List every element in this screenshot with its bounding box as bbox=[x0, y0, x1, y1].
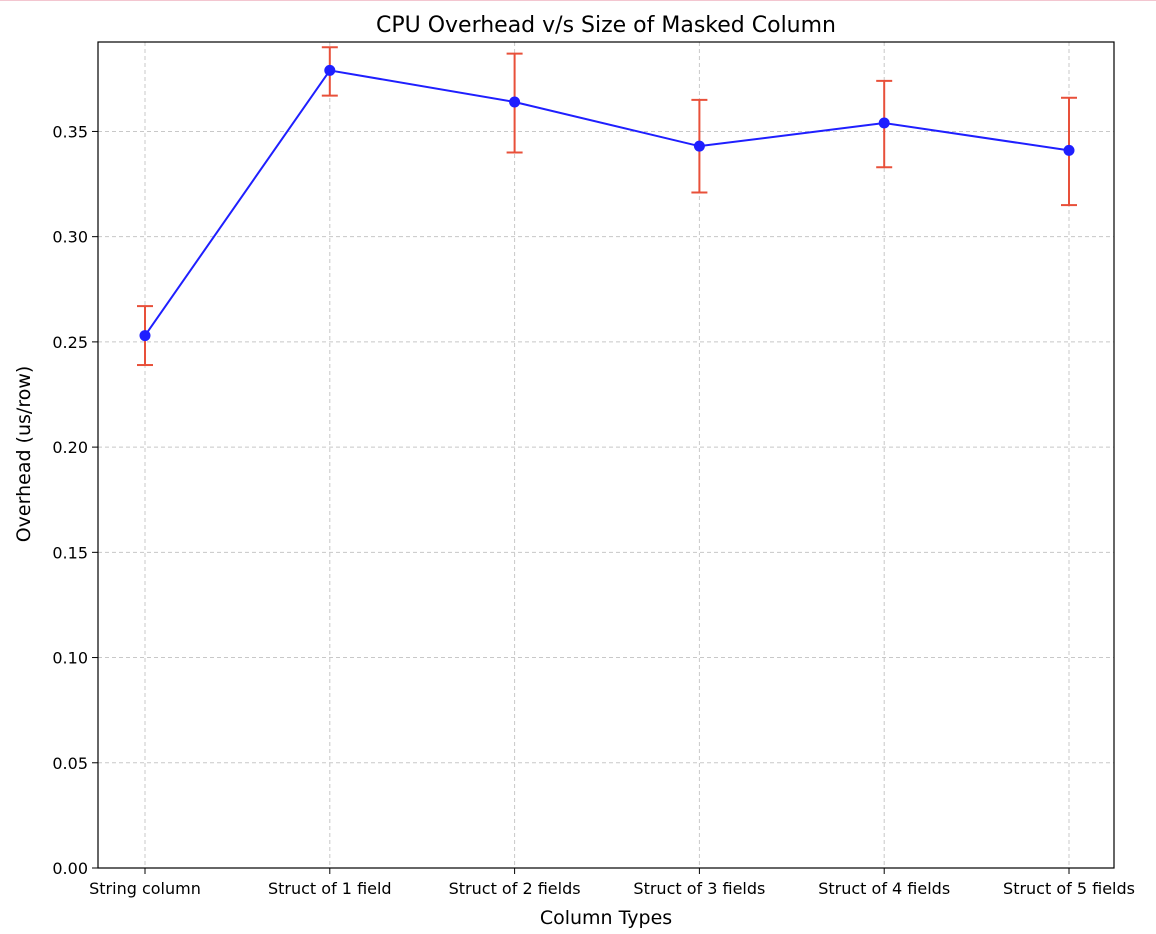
y-tick-label: 0.15 bbox=[52, 543, 88, 562]
x-tick-label: Struct of 2 fields bbox=[449, 879, 581, 898]
data-point bbox=[324, 64, 336, 76]
y-tick-label: 0.10 bbox=[52, 649, 88, 668]
x-tick-label: Struct of 4 fields bbox=[818, 879, 950, 898]
x-tick-label: Struct of 5 fields bbox=[1003, 879, 1135, 898]
x-tick-label: String column bbox=[89, 879, 201, 898]
plot-area-frame bbox=[97, 41, 1115, 869]
y-tick-label: 0.30 bbox=[52, 228, 88, 247]
series-polyline bbox=[144, 69, 1070, 337]
x-tick-label: Struct of 1 field bbox=[268, 879, 392, 898]
y-axis-ticks: 0.00 0.05 0.10 0.15 0.20 0.25 0.30 0.35 bbox=[52, 122, 98, 878]
series-line bbox=[144, 69, 1070, 337]
x-axis-ticks: String column Struct of 1 field Struct of … bbox=[89, 868, 1135, 898]
chart-title: CPU Overhead v/s Size of Masked Column bbox=[376, 13, 836, 38]
data-point bbox=[509, 96, 521, 108]
error-bars bbox=[137, 46, 1077, 367]
y-axis-title: Overhead (us/row) bbox=[13, 366, 35, 543]
grid bbox=[98, 42, 1114, 868]
data-points bbox=[139, 64, 1075, 342]
x-axis-title: Column Types bbox=[540, 907, 672, 929]
y-tick-label: 0.05 bbox=[52, 754, 88, 773]
data-point bbox=[139, 330, 151, 342]
x-tick-label: Struct of 3 fields bbox=[633, 879, 765, 898]
y-tick-label: 0.25 bbox=[52, 333, 88, 352]
data-point bbox=[1063, 144, 1075, 156]
data-point bbox=[693, 140, 705, 152]
top-border-line bbox=[0, 0, 1156, 1]
data-point bbox=[878, 117, 890, 129]
y-tick-label: 0.35 bbox=[52, 122, 88, 141]
y-tick-label: 0.20 bbox=[52, 438, 88, 457]
y-tick-label: 0.00 bbox=[52, 859, 88, 878]
